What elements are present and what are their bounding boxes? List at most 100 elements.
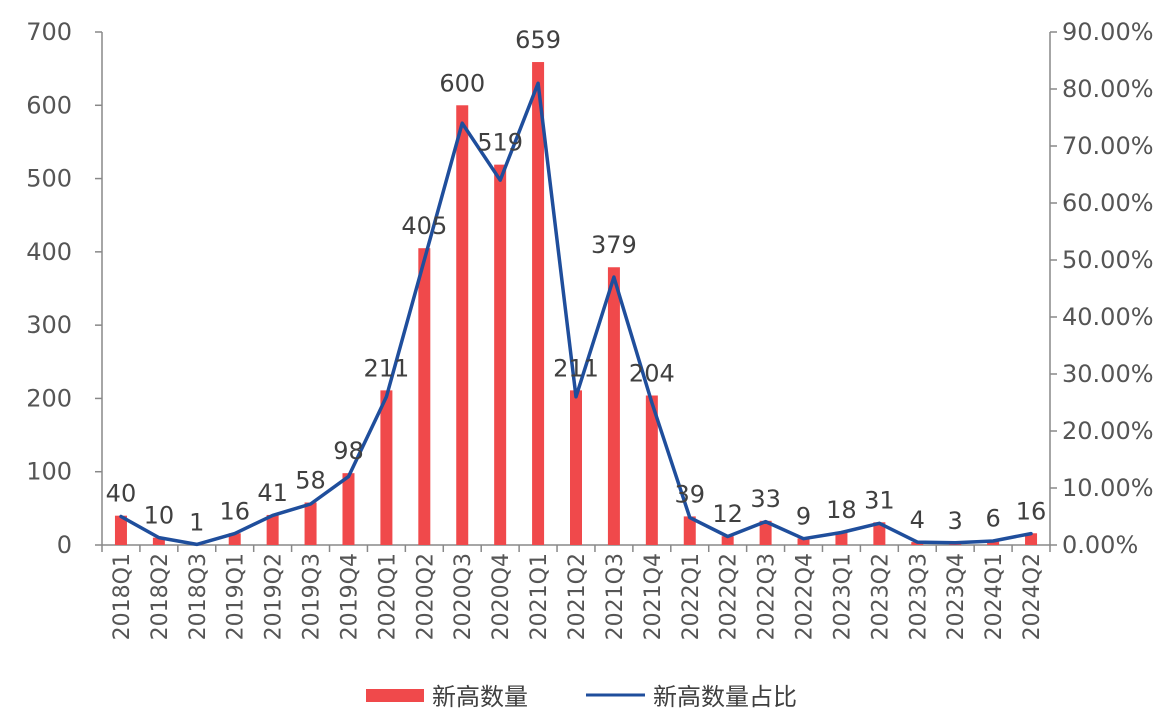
data-label-2018Q3: 1 (189, 508, 204, 536)
x-tick-label: 2022Q4 (793, 553, 818, 640)
x-tick-label: 2019Q4 (337, 553, 362, 640)
y-right-tick-label: 10.00% (1062, 474, 1154, 502)
data-label-2024Q1: 6 (985, 505, 1000, 533)
bar-2021Q1 (532, 62, 545, 545)
data-label-2021Q3: 379 (591, 231, 637, 259)
x-tick-label: 2024Q2 (1020, 553, 1045, 640)
x-tick-label: 2019Q1 (224, 553, 249, 640)
legend-label-line: 新高数量占比 (653, 683, 797, 711)
y-right-tick-label: 60.00% (1062, 189, 1154, 217)
x-tick-label: 2021Q2 (565, 553, 590, 640)
legend: 新高数量 新高数量占比 (366, 683, 797, 711)
data-label-2020Q4: 519 (477, 129, 523, 157)
data-label-2024Q2: 16 (1016, 497, 1047, 525)
x-tick-label: 2019Q2 (262, 553, 287, 640)
bar-2018Q2 (152, 537, 165, 545)
y-left-tick-label: 600 (26, 91, 72, 119)
data-label-2022Q2: 12 (712, 500, 743, 528)
bar-2021Q4 (645, 395, 658, 545)
bar-2019Q2 (266, 514, 279, 545)
data-label-2022Q3: 33 (750, 485, 781, 513)
bar-2022Q1 (683, 516, 696, 545)
bar-2023Q1 (835, 531, 848, 545)
y-left-tick-label: 200 (26, 384, 72, 412)
bar-2022Q3 (759, 520, 772, 545)
bar-2024Q1 (987, 540, 1000, 545)
data-label-2018Q2: 10 (144, 502, 175, 530)
bar-2021Q3 (607, 267, 620, 545)
x-tick-label: 2018Q1 (110, 553, 135, 640)
x-tick-label: 2020Q4 (489, 553, 514, 640)
legend-label-bar: 新高数量 (432, 683, 528, 711)
data-label-2023Q2: 31 (864, 486, 895, 514)
x-tick-label: 2018Q2 (148, 553, 173, 640)
x-tick-label: 2020Q2 (413, 553, 438, 640)
y-right-tick-label: 30.00% (1062, 360, 1154, 388)
bar-2020Q2 (418, 248, 431, 545)
y-left-tick-label: 0 (57, 531, 72, 559)
x-tick-label: 2023Q4 (944, 553, 969, 640)
data-label-2019Q3: 58 (295, 466, 326, 494)
y-right-tick-label: 90.00% (1062, 18, 1154, 46)
y-right-tick-label: 50.00% (1062, 246, 1154, 274)
bar-2022Q2 (721, 536, 734, 545)
data-label-2019Q1: 16 (219, 497, 250, 525)
data-label-2019Q4: 98 (333, 437, 364, 465)
bar-2020Q4 (494, 164, 507, 545)
y-right-tick-label: 0.00% (1062, 531, 1138, 559)
data-label-2020Q2: 405 (401, 212, 447, 240)
x-tick-label: 2022Q3 (755, 553, 780, 640)
x-tick-label: 2023Q1 (830, 553, 855, 640)
bar-2021Q2 (570, 390, 582, 545)
x-tick-label: 2021Q1 (527, 553, 552, 640)
x-tick-label: 2023Q3 (906, 553, 931, 640)
data-label-2023Q4: 3 (948, 507, 963, 535)
data-label-2023Q1: 18 (826, 496, 857, 524)
chart-axes: 0 100 200 300 400 500 600 700 0.00% 10.00% 20.00% 3… (26, 18, 1153, 559)
y-left-tick-label: 500 (26, 165, 72, 193)
x-tick-label: 2018Q3 (186, 553, 211, 640)
y-right-tick-label: 80.00% (1062, 75, 1154, 103)
bar-2018Q1 (114, 515, 127, 545)
bar-2020Q1 (380, 390, 393, 545)
bar-series (114, 62, 1038, 546)
x-tick-label: 2022Q2 (717, 553, 742, 640)
x-tick-label: 2021Q4 (641, 553, 666, 640)
data-label-2021Q1: 659 (515, 26, 561, 54)
x-tick-label: 2024Q1 (982, 553, 1007, 640)
bar-2019Q4 (342, 473, 355, 545)
bar-2020Q3 (456, 105, 469, 546)
data-label-2020Q1: 211 (363, 354, 409, 382)
y-right-tick-label: 40.00% (1062, 303, 1154, 331)
legend-swatch-bar (366, 689, 424, 702)
data-label-2020Q3: 600 (439, 69, 485, 97)
y-left-tick-label: 300 (26, 311, 72, 339)
x-tick-label: 2020Q3 (451, 553, 476, 640)
y-right-tick-label: 70.00% (1062, 132, 1154, 160)
bar-2024Q2 (1025, 533, 1038, 545)
data-label-2018Q1: 40 (106, 480, 137, 508)
data-label-2021Q2: 211 (553, 354, 599, 382)
x-tick-label: 2020Q1 (375, 553, 400, 640)
y-left-tick-label: 700 (26, 18, 72, 46)
data-label-2022Q1: 39 (674, 480, 705, 508)
x-tick-label: 2021Q3 (603, 553, 628, 640)
y-right-tick-label: 20.00% (1062, 417, 1154, 445)
data-label-2022Q4: 9 (796, 502, 811, 530)
y-left-tick-label: 400 (26, 238, 72, 266)
line-series (119, 81, 1033, 547)
bar-2019Q1 (228, 533, 241, 545)
x-tick-label: 2023Q2 (868, 553, 893, 640)
bar-2019Q3 (304, 502, 317, 545)
y-left-tick-label: 100 (26, 458, 72, 486)
ratio-line (119, 81, 1033, 547)
bar-2023Q2 (873, 522, 886, 545)
bar-2022Q4 (797, 538, 810, 545)
data-label-2021Q4: 204 (629, 359, 675, 387)
x-tick-label: 2022Q1 (679, 553, 704, 640)
x-tick-label: 2019Q3 (300, 553, 325, 640)
data-label-2019Q2: 41 (257, 479, 288, 507)
data-label-2023Q3: 4 (910, 506, 925, 534)
